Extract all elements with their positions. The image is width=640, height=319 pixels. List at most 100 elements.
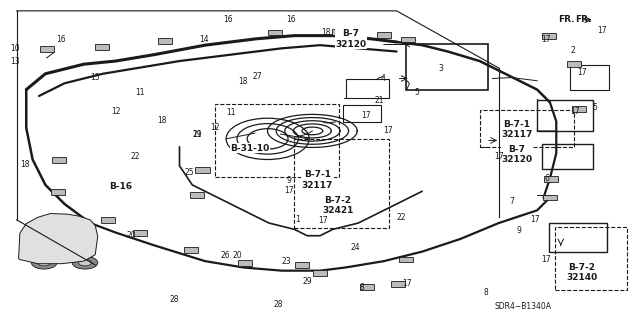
Bar [237, 260, 252, 266]
Text: 9: 9 [517, 226, 522, 235]
Text: SDR4−B1340A: SDR4−B1340A [495, 302, 552, 311]
Bar [52, 157, 67, 163]
Bar [268, 30, 282, 35]
Text: 14: 14 [199, 35, 209, 44]
Text: 12: 12 [211, 123, 220, 132]
Polygon shape [19, 213, 98, 264]
Text: 11: 11 [135, 88, 145, 97]
Polygon shape [42, 217, 62, 223]
Text: 8: 8 [360, 283, 365, 292]
Text: 18: 18 [322, 28, 331, 37]
Text: 17: 17 [577, 68, 587, 77]
Text: 17: 17 [361, 111, 371, 120]
Bar [101, 217, 115, 223]
Bar [343, 105, 381, 122]
Text: 3: 3 [439, 64, 444, 73]
Bar [570, 65, 609, 90]
Bar [332, 29, 346, 35]
Bar [195, 167, 209, 173]
Text: 24: 24 [351, 243, 360, 252]
Text: 8: 8 [484, 288, 488, 297]
Bar [479, 110, 574, 147]
Text: 22: 22 [397, 213, 406, 222]
Circle shape [79, 260, 92, 266]
Text: 20: 20 [232, 251, 242, 260]
Bar [541, 33, 556, 39]
Text: 17: 17 [285, 186, 294, 195]
Text: B-7
32120: B-7 32120 [501, 145, 532, 164]
Bar [555, 227, 627, 290]
Bar [159, 39, 173, 44]
Text: B-7
32120: B-7 32120 [335, 29, 366, 48]
Text: 17: 17 [598, 26, 607, 35]
Text: 11: 11 [226, 108, 236, 117]
Polygon shape [70, 218, 89, 224]
Text: 15: 15 [90, 73, 100, 82]
Text: B-7-2
32140: B-7-2 32140 [566, 263, 598, 282]
Bar [377, 32, 391, 38]
Text: 17: 17 [541, 255, 551, 264]
Text: 1: 1 [295, 215, 300, 224]
Bar [544, 176, 558, 182]
Bar [543, 195, 557, 200]
Text: 17: 17 [530, 215, 540, 224]
Bar [537, 100, 593, 131]
Text: 26: 26 [221, 251, 230, 260]
Text: 20: 20 [126, 231, 136, 240]
Circle shape [38, 260, 51, 266]
Bar [294, 139, 389, 228]
Bar [360, 284, 374, 290]
Text: 27: 27 [253, 72, 262, 81]
Text: 29: 29 [303, 277, 312, 286]
Bar [40, 46, 54, 52]
Text: 17: 17 [571, 107, 580, 116]
Bar [190, 192, 204, 198]
Text: B-16: B-16 [109, 182, 132, 191]
Text: 28: 28 [273, 300, 283, 309]
Bar [295, 262, 309, 268]
Bar [95, 44, 109, 50]
Bar [184, 247, 198, 253]
Text: 17: 17 [317, 216, 328, 225]
Text: 7: 7 [509, 197, 514, 206]
Text: 28: 28 [170, 295, 179, 304]
Bar [214, 104, 339, 177]
Text: 19: 19 [193, 130, 202, 138]
Text: 12: 12 [111, 108, 120, 116]
Text: FR.: FR. [575, 15, 592, 24]
Text: 18: 18 [157, 116, 166, 125]
Bar [313, 270, 327, 276]
Text: 4: 4 [380, 74, 385, 83]
Text: 22: 22 [130, 152, 140, 161]
Bar [399, 257, 413, 263]
Text: FR.: FR. [557, 15, 574, 24]
Text: 5: 5 [415, 88, 419, 97]
Text: 13: 13 [10, 57, 20, 66]
Text: B-31-10: B-31-10 [230, 144, 269, 153]
Text: 6: 6 [544, 174, 549, 183]
Text: 25: 25 [185, 168, 195, 177]
Text: 17: 17 [383, 126, 392, 135]
Text: 23: 23 [282, 257, 292, 266]
Text: 10: 10 [10, 44, 20, 54]
Circle shape [72, 256, 98, 269]
Text: 17: 17 [494, 152, 504, 161]
Text: 18: 18 [239, 77, 248, 86]
Bar [391, 281, 405, 287]
Text: 16: 16 [286, 15, 296, 24]
Bar [567, 61, 581, 67]
Bar [346, 79, 389, 98]
Bar [572, 106, 586, 112]
Circle shape [31, 256, 57, 269]
Text: 18: 18 [20, 160, 29, 169]
Text: 17: 17 [541, 35, 551, 44]
Text: B-7-1
32117: B-7-1 32117 [301, 170, 333, 190]
Bar [401, 37, 415, 42]
Text: 5: 5 [592, 103, 597, 112]
Bar [406, 44, 488, 90]
Bar [542, 144, 593, 169]
Bar [51, 189, 65, 195]
Text: B-7-1
32117: B-7-1 32117 [501, 120, 532, 139]
Text: 21: 21 [374, 96, 383, 105]
Bar [548, 223, 607, 252]
